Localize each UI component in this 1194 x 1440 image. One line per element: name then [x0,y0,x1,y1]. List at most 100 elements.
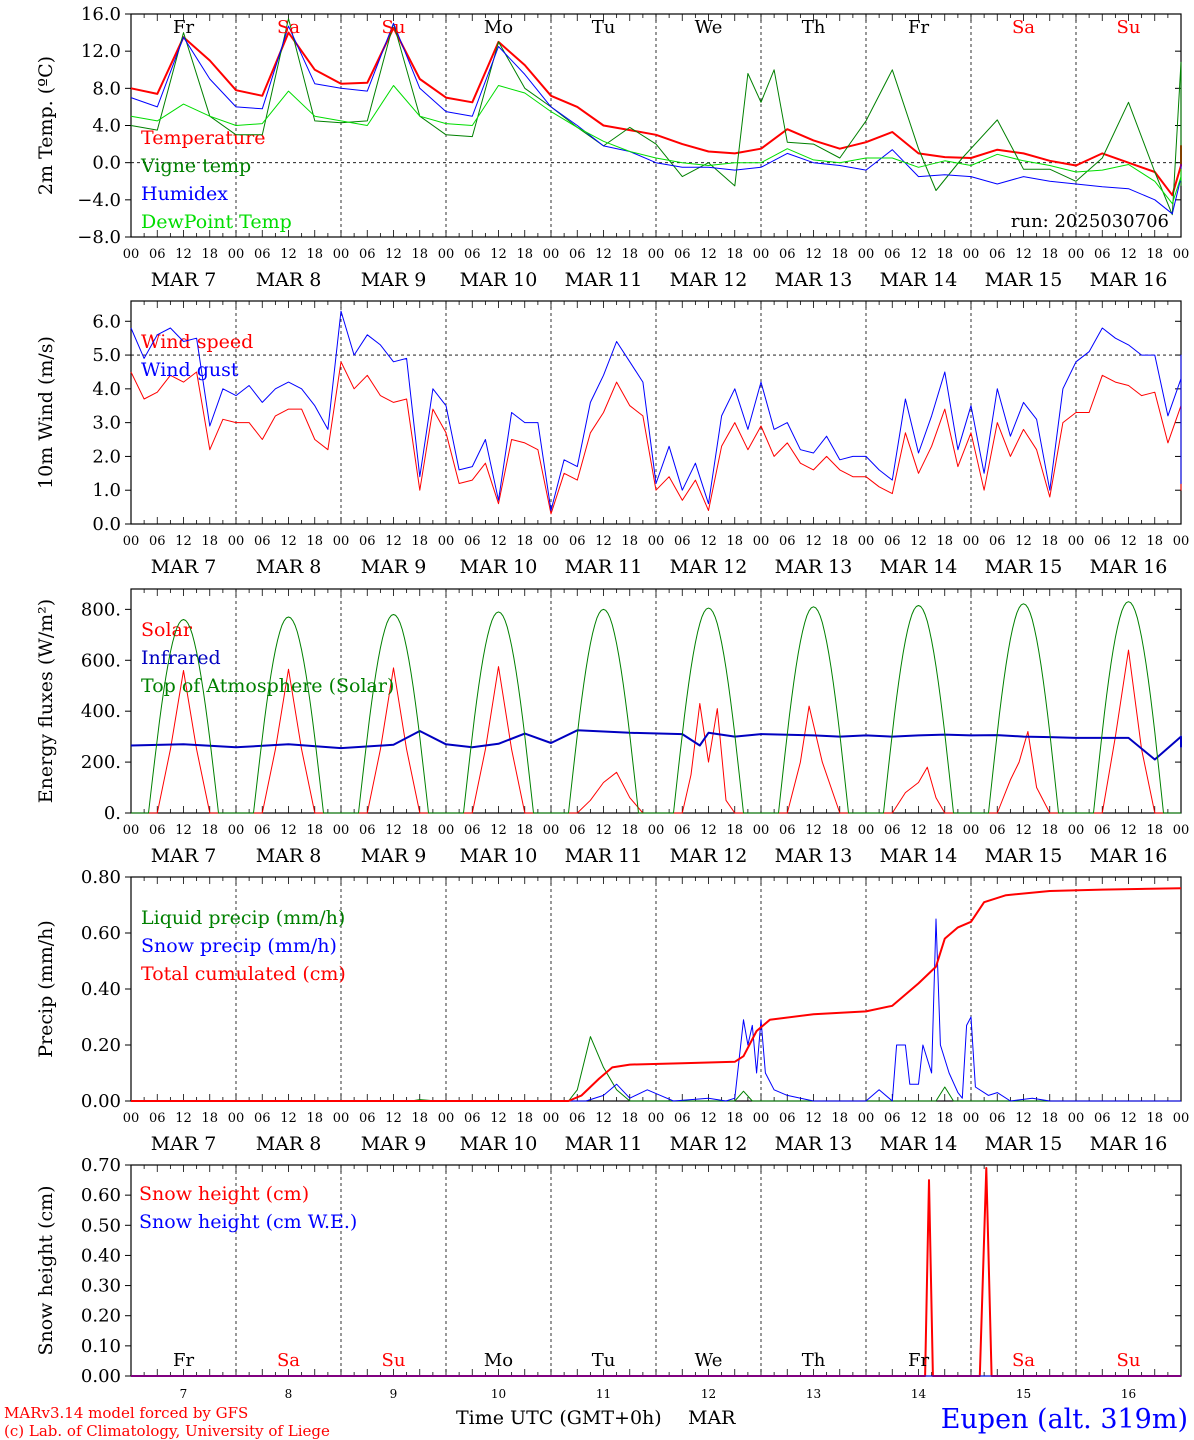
x-hour-label: 18 [831,1111,848,1126]
weekday-label: Su [382,1350,406,1371]
weekday-label: Sa [277,1350,300,1371]
x-hour-label: 12 [1015,1111,1032,1126]
legend-entry: Snow height (cm) [139,1183,309,1205]
y-tick-label: 16.0 [81,4,121,25]
x-hour-label: 18 [936,1111,953,1126]
x-hour-label: 18 [1041,823,1058,838]
x-hour-label: 18 [726,534,743,549]
x-date-label: MAR 13 [775,556,853,578]
x-hour-label: 18 [621,534,638,549]
series-line-snow-precip-mm-h- [131,918,1181,1102]
x-date-label: MAR 12 [670,556,748,578]
x-date-label: MAR 16 [1090,269,1168,291]
x-hour-label: 00 [648,534,665,549]
x-hour-label: 06 [779,1111,796,1126]
x-date-label: MAR 15 [985,845,1063,867]
series-line-solar [131,649,1181,814]
day-number-label: 9 [390,1387,398,1401]
x-hour-label: 00 [858,823,875,838]
x-date-label: MAR 7 [151,556,217,578]
x-hour-label: 06 [1094,247,1111,262]
x-hour-label: 06 [254,823,271,838]
x-hour-label: 06 [989,534,1006,549]
x-hour-label: 06 [254,1111,271,1126]
x-hour-label: 00 [753,823,770,838]
series-line-infrared [130,729,1182,761]
x-date-label: MAR 14 [880,845,958,867]
x-hour-label: 06 [1094,534,1111,549]
y-tick-label: 5.0 [92,345,121,366]
series-line-humidex [130,22,1182,215]
x-hour-label: 06 [779,534,796,549]
x-hour-label: 00 [963,247,980,262]
day-number-label: 10 [491,1387,506,1401]
y-tick-label: 400. [81,701,121,722]
x-date-label: MAR 10 [460,556,538,578]
x-hour-label: 12 [595,1111,612,1126]
x-hour-label: 12 [490,1111,507,1126]
legend-entry: Total cumulated (cm) [141,963,346,985]
weekday-label: Sa [1012,17,1035,38]
series-line-dewpoint-temp [130,85,1182,205]
day-number-label: 16 [1121,1387,1136,1401]
x-hour-label: 06 [254,534,271,549]
x-date-label: MAR 11 [565,269,643,291]
x-hour-label: 06 [1094,1111,1111,1126]
x-hour-label: 06 [149,1111,166,1126]
x-hour-label: 06 [989,823,1006,838]
x-hour-label: 06 [674,1111,691,1126]
y-tick-label: 4.0 [92,116,121,137]
x-hour-label: 18 [1041,247,1058,262]
x-hour-label: 00 [963,1111,980,1126]
y-tick-label: 0.40 [81,979,121,1000]
x-hour-label: 12 [385,1111,402,1126]
x-hour-label: 12 [805,534,822,549]
y-tick-label: 3.0 [92,413,121,434]
weekday-label: Th [802,17,826,38]
x-hour-label: 00 [228,823,245,838]
x-hour-label: 00 [123,247,140,262]
y-axis-title: Precip (mm/h) [35,920,57,1058]
legend-entry: Snow precip (mm/h) [141,935,337,957]
x-hour-label: 00 [123,823,140,838]
x-date-label: MAR 8 [256,1133,322,1155]
x-hour-label: 00 [438,823,455,838]
location-title: Eupen (alt. 319m) [941,1404,1188,1435]
y-tick-label: 0.00 [81,1091,121,1112]
series-line-top-of-atmosphere-solar- [131,601,1181,814]
legend-entry: Snow height (cm W.E.) [139,1211,357,1233]
x-hour-label: 18 [411,247,428,262]
x-hour-label: 12 [910,247,927,262]
x-hour-label: 18 [831,823,848,838]
x-hour-label: 00 [648,247,665,262]
x-date-label: MAR 12 [670,269,748,291]
x-hour-label: 00 [1173,247,1190,262]
x-hour-label: 00 [963,534,980,549]
day-number-label: 14 [911,1387,927,1401]
legend-entry: Solar [141,619,193,641]
x-hour-label: 06 [779,823,796,838]
y-tick-label: 0.50 [81,1215,121,1236]
x-hour-label: 12 [1015,247,1032,262]
x-hour-label: 06 [989,247,1006,262]
x-hour-label: 06 [884,823,901,838]
weekday-label: Fr [173,17,194,38]
day-number-label: 7 [180,1387,188,1401]
x-hour-label: 00 [1068,534,1085,549]
x-hour-label: 00 [123,1111,140,1126]
weekday-label: Tu [592,17,616,38]
y-tick-label: −8.0 [77,227,121,248]
series-line-wind-speed [130,361,1182,515]
x-hour-label: 18 [831,534,848,549]
y-axis-title: Snow height (cm) [35,1185,57,1355]
weekday-label: Tu [592,1350,616,1371]
x-hour-label: 06 [1094,823,1111,838]
y-tick-label: 0.0 [92,514,121,535]
x-hour-label: 06 [569,823,586,838]
series-line-vigne-temp [130,18,1182,216]
y-axis-title: 2m Temp. (ºC) [35,56,57,195]
x-hour-label: 12 [175,1111,192,1126]
y-tick-label: 0. [104,803,121,824]
x-hour-label: 12 [805,1111,822,1126]
plot-frame [130,13,1182,238]
